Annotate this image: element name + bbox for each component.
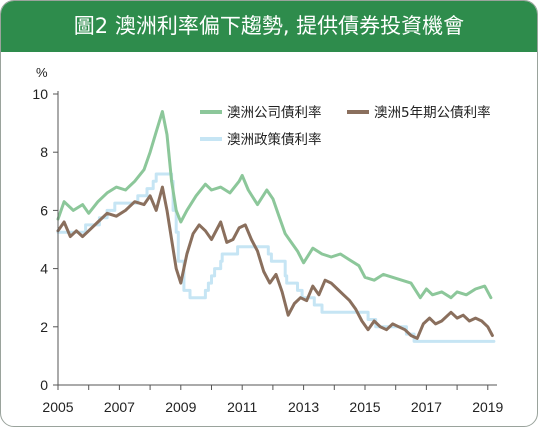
series-lines (56, 110, 496, 343)
y-tick-label: 8 (40, 144, 48, 160)
legend-label: 澳洲政策債利率 (227, 131, 322, 148)
x-tick-label: 2007 (104, 399, 135, 415)
legend-label: 澳洲5年期公債利率 (374, 104, 491, 121)
series-line-2 (56, 172, 496, 343)
y-tick-label: 10 (32, 86, 48, 102)
y-tick-label: 0 (40, 377, 48, 393)
axes (53, 91, 497, 390)
x-tick-label: 2019 (472, 399, 503, 415)
x-tick-label: 2013 (288, 399, 319, 415)
x-tick-label: 2017 (411, 399, 442, 415)
y-tick-label: 6 (40, 202, 48, 218)
title-bar: 圖2 澳洲利率偏下趨勢, 提供債券投資機會 (1, 1, 537, 52)
series-line-0 (56, 110, 493, 300)
y-tick-label: 2 (40, 319, 48, 335)
x-tick-label: 2005 (42, 399, 73, 415)
x-tick-label: 2009 (165, 399, 196, 415)
y-axis-label: % (36, 65, 48, 80)
chart-title: 圖2 澳洲利率偏下趨勢, 提供債券投資機會 (73, 14, 465, 38)
x-tick-label: 2015 (349, 399, 380, 415)
y-tick-labels: 0 2 4 6 8 10 (32, 86, 48, 393)
series-line-1 (56, 185, 494, 340)
legend-label: 澳洲公司債利率 (227, 104, 322, 121)
x-tick-labels: 2005 2007 2009 2011 2013 2015 2017 2019 (42, 399, 503, 415)
x-tick-label: 2011 (227, 399, 257, 415)
y-tick-label: 4 (40, 261, 48, 277)
